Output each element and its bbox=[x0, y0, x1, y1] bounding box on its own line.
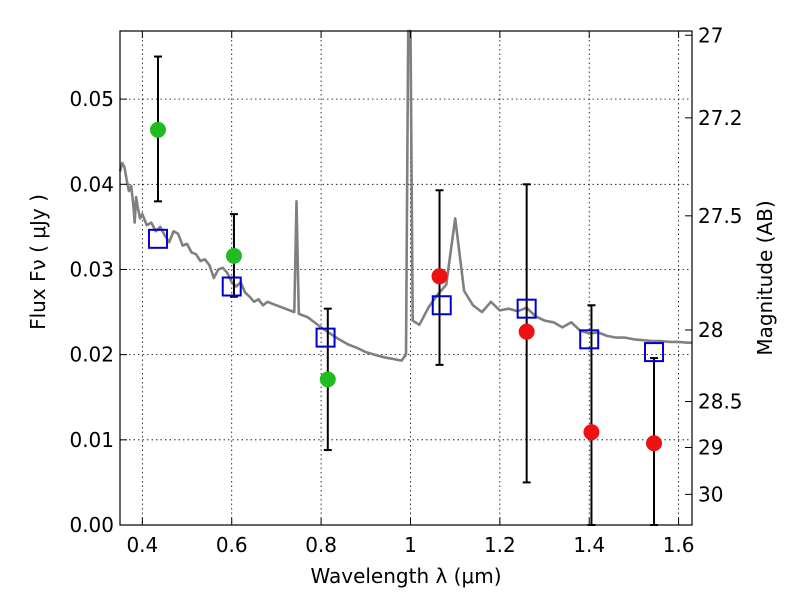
observed-photometry-point bbox=[518, 323, 535, 340]
spectrum-layer bbox=[118, 29, 692, 362]
x-tick-label: 1.2 bbox=[484, 533, 516, 557]
right-tick-label: 27 bbox=[698, 23, 723, 47]
plot-frame bbox=[119, 30, 693, 526]
x-tick-label: 0.8 bbox=[305, 533, 337, 557]
y-tick-label: 0.04 bbox=[69, 172, 114, 196]
observed-photometry-point bbox=[225, 247, 242, 264]
observed-photometry-point bbox=[319, 371, 336, 388]
right-tick-label: 27.2 bbox=[698, 106, 743, 130]
model-photometry-square bbox=[644, 342, 665, 363]
y-tick-label: 0.05 bbox=[69, 87, 114, 111]
model-photometry-square bbox=[221, 276, 242, 297]
x-axis-label: Wavelength λ (μm) bbox=[310, 564, 501, 588]
x-tick-label: 0.4 bbox=[126, 533, 158, 557]
model-photometry-square bbox=[579, 329, 600, 350]
right-tick-label: 28 bbox=[698, 318, 723, 342]
x-tick-label: 1.4 bbox=[573, 533, 605, 557]
model-photometry-square bbox=[516, 298, 537, 319]
y-axis-ticks: 0.00 0.01 0.02 0.03 0.04 0.05 bbox=[69, 87, 127, 537]
y-tick-label: 0.01 bbox=[69, 428, 114, 452]
right-axis-ticks: 27 27.2 27.5 28 28.5 29 30 bbox=[685, 23, 743, 506]
observed-photometry-point bbox=[149, 121, 166, 138]
x-axis-ticks: 0.4 0.6 0.8 1 1.2 1.4 1.6 bbox=[126, 31, 695, 557]
observed-photometry-point bbox=[431, 268, 448, 285]
model-photometry-square bbox=[315, 327, 336, 348]
y-tick-label: 0.00 bbox=[69, 513, 114, 537]
model-photometry-square bbox=[147, 228, 168, 249]
right-tick-label: 29 bbox=[698, 435, 723, 459]
model-spectrum-line bbox=[118, 29, 692, 362]
observed-photometry-point bbox=[583, 424, 600, 441]
right-tick-label: 28.5 bbox=[698, 390, 743, 414]
observed-photometry-point bbox=[646, 435, 663, 452]
points-layer bbox=[147, 121, 665, 452]
x-tick-label: 1 bbox=[404, 533, 417, 557]
x-tick-label: 1.6 bbox=[663, 533, 695, 557]
y-tick-label: 0.03 bbox=[69, 257, 114, 281]
right-tick-label: 30 bbox=[698, 482, 723, 506]
model-photometry-square bbox=[431, 295, 452, 316]
y-tick-label: 0.02 bbox=[69, 343, 114, 367]
y-axis-label: Flux Fν ( μJy ) bbox=[26, 194, 50, 330]
right-tick-label: 27.5 bbox=[698, 204, 743, 228]
right-axis-label: Magnitude (AB) bbox=[753, 200, 777, 355]
x-tick-label: 0.6 bbox=[216, 533, 248, 557]
